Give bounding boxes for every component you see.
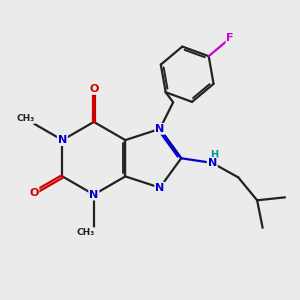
Text: N: N xyxy=(208,158,217,168)
Text: H: H xyxy=(210,150,218,160)
Text: O: O xyxy=(89,84,98,94)
Text: N: N xyxy=(155,124,164,134)
Text: CH₃: CH₃ xyxy=(76,228,95,237)
Text: N: N xyxy=(89,190,98,200)
Text: CH₃: CH₃ xyxy=(16,114,35,123)
Text: N: N xyxy=(58,135,67,145)
Text: N: N xyxy=(155,183,164,193)
Text: F: F xyxy=(226,33,234,43)
Text: O: O xyxy=(29,188,38,198)
